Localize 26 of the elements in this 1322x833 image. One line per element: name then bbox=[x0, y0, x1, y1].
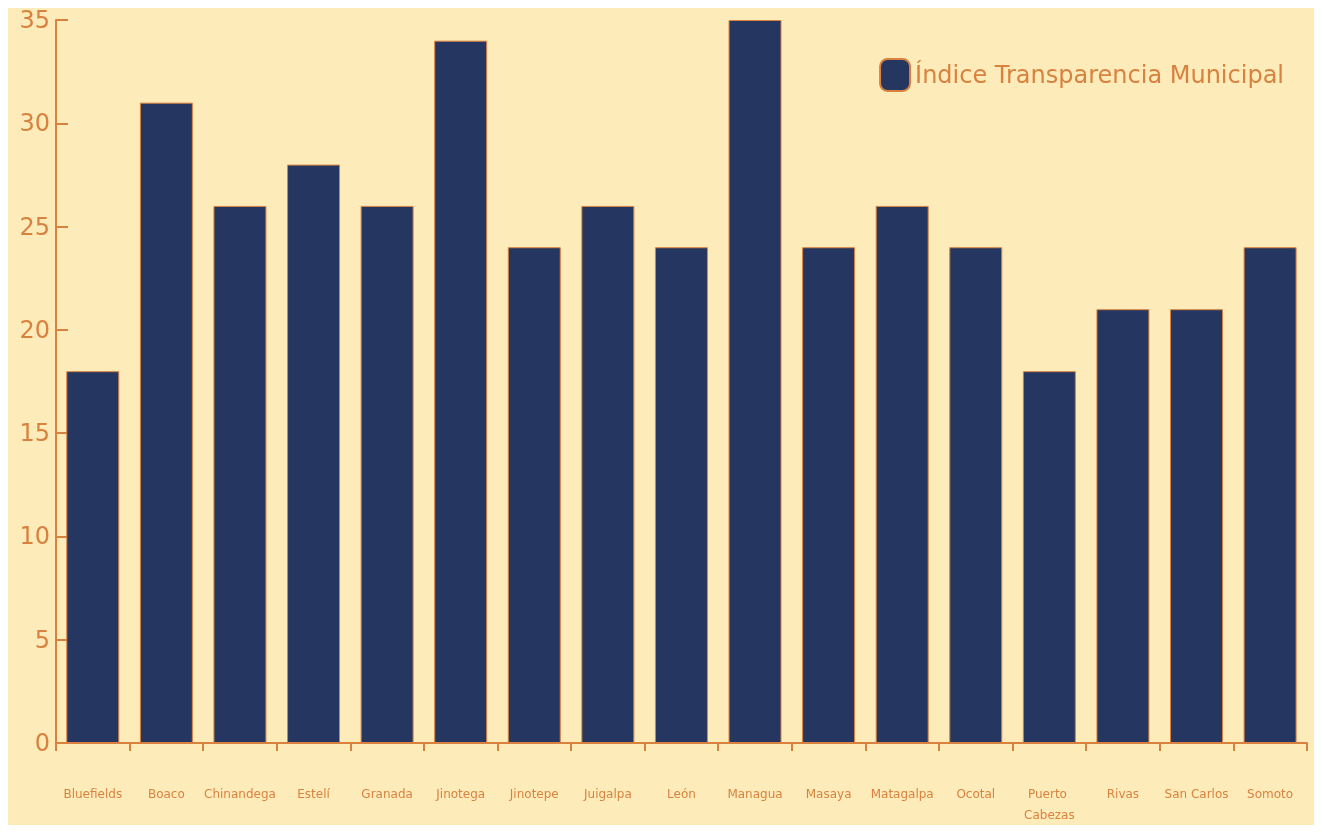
x-tick-label: Matagalpa bbox=[870, 786, 934, 801]
y-tick-label: 5 bbox=[34, 625, 50, 654]
x-tick-label: San Carlos bbox=[1164, 786, 1229, 801]
x-tick-label: Jinotega bbox=[435, 786, 486, 801]
x-tick-label: Somoto bbox=[1247, 786, 1294, 801]
x-tick-label: Ocotal bbox=[956, 786, 996, 801]
y-tick-label: 30 bbox=[19, 109, 50, 138]
x-tick-label: Bluefields bbox=[63, 786, 123, 801]
x-tick-label: Managua bbox=[727, 786, 783, 801]
x-tick-label: Rivas bbox=[1106, 786, 1140, 801]
y-tick-label: 15 bbox=[19, 419, 50, 448]
x-tick-label: Jinotepe bbox=[508, 786, 559, 801]
y-tick-label: 25 bbox=[19, 212, 50, 241]
x-tick-label: Estelí bbox=[297, 786, 331, 801]
y-tick-label: 35 bbox=[19, 6, 50, 34]
y-tick-label: 0 bbox=[34, 729, 50, 757]
y-tick-label: 20 bbox=[19, 315, 50, 344]
x-tick-label: Puerto Cabezas bbox=[1024, 786, 1075, 822]
x-tick-label: Granada bbox=[361, 786, 413, 801]
x-tick-label: León bbox=[667, 786, 696, 801]
y-tick-label: 10 bbox=[19, 522, 50, 551]
x-tick-label: Chinandega bbox=[204, 786, 276, 801]
legend-label: Índice Transparencia Municipal bbox=[915, 60, 1285, 89]
x-tick-label: Juigalpa bbox=[582, 786, 632, 801]
x-tick-label: Masaya bbox=[805, 786, 852, 801]
x-tick-label: Boaco bbox=[147, 786, 185, 801]
